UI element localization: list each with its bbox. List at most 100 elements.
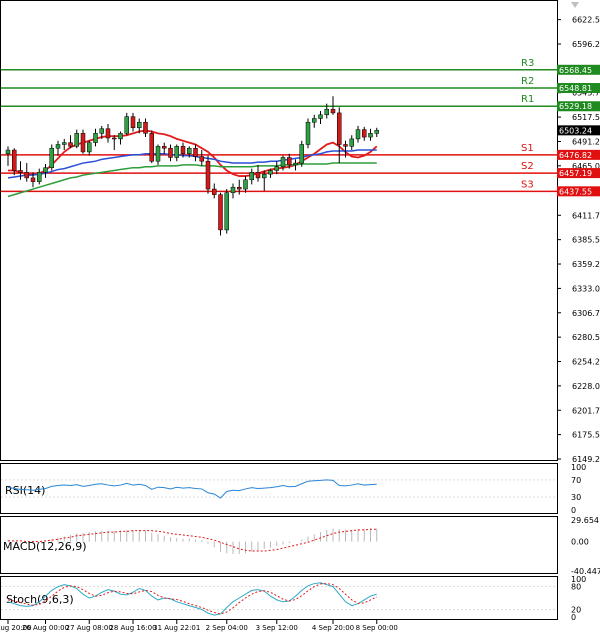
candle-body-down	[212, 189, 216, 195]
price-axis: 6622.506596.256569.406543.756517.506491.…	[557, 16, 600, 464]
candle-body-down	[112, 138, 116, 139]
price-tick-label: 6622.50	[572, 16, 600, 25]
current-price-label: 6503.24	[559, 126, 592, 135]
price-tick-label: 6517.50	[572, 113, 600, 122]
candle-body-down	[150, 133, 154, 161]
price-tick-label: 6596.25	[572, 40, 600, 49]
rsi-tick-label: 30	[571, 493, 581, 502]
candle-body-up	[294, 163, 298, 165]
level-name-s1: S1	[521, 143, 534, 154]
candle-body-up	[325, 109, 329, 115]
price-tick-label: 6228.00	[572, 382, 600, 391]
candle-body-up	[56, 144, 60, 148]
time-tick-label: 4 Sep 20:00	[312, 624, 354, 632]
candle-body-up	[37, 172, 41, 181]
stoch-tick-label: 0	[571, 613, 576, 622]
price-panel: 6622.506596.256569.406543.756517.506491.…	[1, 1, 600, 465]
level-price-label: 6476.82	[559, 151, 592, 160]
candle-body-up	[100, 129, 104, 134]
level-price-label: 6457.19	[559, 169, 592, 178]
candle-body-down	[25, 172, 29, 178]
candle-body-down	[337, 113, 341, 145]
candle-body-down	[219, 195, 223, 230]
candle-body-down	[106, 129, 110, 138]
level-name-r2: R2	[521, 76, 534, 87]
price-tick-label: 6333.00	[572, 284, 600, 293]
time-tick-label: 28 Aug 16:00	[109, 624, 156, 632]
candle-body-up	[225, 193, 229, 230]
candle-body-down	[287, 157, 291, 164]
time-tick-label: 8 Sep 00:00	[356, 624, 398, 632]
candle-body-up	[44, 168, 48, 173]
candle-body-down	[194, 148, 198, 156]
candle-body-down	[206, 161, 210, 189]
time-tick-label: 2 Sep 04:00	[206, 624, 248, 632]
candle-body-up	[119, 133, 123, 139]
candle-body-down	[331, 109, 335, 113]
candle-body-down	[12, 150, 16, 170]
candle-body-up	[187, 148, 191, 154]
candle-body-down	[169, 148, 173, 157]
candle-body-down	[362, 130, 366, 137]
candle-body-up	[356, 130, 360, 139]
candle-body-down	[19, 170, 23, 172]
candle-body-up	[375, 130, 379, 133]
macd-tick-label: 0.00	[571, 538, 589, 547]
candle-body-up	[269, 170, 273, 174]
price-tick-label: 6280.50	[572, 333, 600, 342]
candle-body-down	[31, 178, 35, 182]
candle-body-up	[262, 174, 266, 178]
level-price-label: 6529.18	[559, 102, 592, 111]
candle-body-up	[319, 115, 323, 119]
level-price-label: 6548.81	[559, 84, 592, 93]
candle-body-up	[369, 133, 373, 137]
level-price-label: 6437.55	[559, 187, 592, 196]
level-price-label: 6568.45	[559, 66, 592, 75]
level-name-r3: R3	[521, 58, 534, 69]
candle-body-down	[162, 146, 166, 148]
candle-body-down	[200, 157, 204, 162]
rsi-panel-frame	[1, 464, 558, 514]
candle-body-up	[281, 157, 285, 166]
time-tick-label: 26 Aug 00:00	[22, 624, 69, 632]
candle-body-down	[131, 117, 135, 128]
candle-body-down	[344, 144, 348, 146]
time-tick-label: 3 Sep 12:00	[256, 624, 298, 632]
rsi-label: RSI(14)	[5, 484, 45, 497]
price-tick-label: 6385.50	[572, 236, 600, 245]
candle-body-up	[300, 144, 304, 163]
candle-body-up	[250, 172, 254, 179]
stoch-panel-frame	[1, 577, 558, 620]
stoch-tick-label: 80	[571, 583, 581, 592]
candle-body-up	[137, 122, 141, 128]
level-name-s3: S3	[521, 179, 534, 190]
time-tick-label: 27 Aug 08:00	[66, 624, 113, 632]
candle-body-up	[350, 139, 354, 146]
macd-tick-label: 29.654	[571, 516, 599, 525]
price-tick-label: 6411.75	[572, 211, 600, 220]
candle-body-up	[62, 143, 66, 145]
candle-body-up	[175, 146, 179, 157]
candle-body-up	[244, 180, 248, 189]
candle-body-up	[6, 150, 10, 154]
price-tick-label: 6491.25	[572, 137, 600, 146]
candle-body-up	[275, 167, 279, 171]
candle-body-up	[231, 187, 235, 193]
candle-body-down	[144, 122, 148, 133]
price-tick-label: 6306.75	[572, 309, 600, 318]
chart-shift-marker-icon[interactable]	[571, 2, 579, 8]
candle-body-up	[75, 133, 79, 146]
candle-body-up	[312, 118, 316, 122]
price-tick-label: 6359.25	[572, 260, 600, 269]
candle-body-down	[81, 133, 85, 152]
price-tick-label: 6175.50	[572, 431, 600, 440]
level-name-s2: S2	[521, 161, 534, 172]
rsi-tick-label: 70	[571, 476, 581, 485]
candle-body-up	[94, 133, 98, 142]
